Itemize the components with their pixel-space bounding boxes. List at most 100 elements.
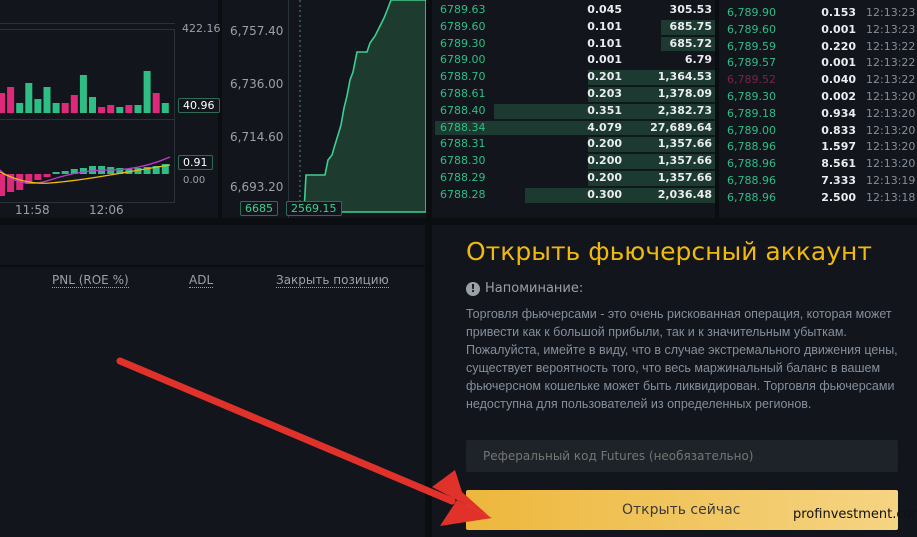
macd-bar (89, 166, 96, 174)
quantity: 4.079 (587, 120, 622, 134)
trade-price: 6,789.30 (727, 90, 776, 103)
trade-qty: 0.220 (821, 39, 856, 53)
macd-bar (52, 172, 60, 174)
trade-row: 6,789.18 0.934 12:13:20 (719, 106, 917, 123)
price: 6789.60 (440, 19, 486, 33)
orderbook-row[interactable]: 6789.00 0.001 6.79 (432, 52, 715, 69)
total: 1,364.53 (657, 70, 712, 84)
orderbook-row[interactable]: 6788.31 0.200 1,357.66 (432, 136, 715, 153)
depth-chart[interactable]: 6,757.40 6,736.00 6,714.60 6,693.20 6685… (222, 0, 426, 218)
open-now-button[interactable]: Открыть сейчас (466, 490, 898, 530)
trade-qty: 0.001 (821, 22, 856, 36)
quantity: 0.200 (587, 154, 622, 168)
risk-warning: Торговля фьючерсами - это очень рискован… (466, 307, 898, 411)
quantity: 0.203 (587, 87, 622, 100)
quantity: 0.201 (587, 70, 622, 84)
total: 305.53 (669, 3, 712, 16)
macd-bar (61, 171, 69, 174)
price: 6788.61 (440, 87, 486, 100)
price: 6789.30 (440, 36, 486, 50)
trade-price: 6,789.60 (727, 22, 776, 36)
orderbook-row[interactable]: 6789.63 0.045 305.53 (432, 2, 715, 19)
open-futures-account-panel: Открыть фьючерсный аккаунт ! Напоминание… (432, 225, 917, 537)
trade-price: 6,789.57 (727, 56, 776, 70)
macd-value-tag: 0.91 (178, 155, 213, 170)
volume-axis-label: 422.16 (182, 22, 221, 35)
time-label: 12:06 (89, 203, 124, 217)
price: 6789.00 (440, 53, 486, 67)
orderbook-row[interactable]: 6788.28 0.300 2,036.48 (432, 187, 715, 204)
info-icon: ! (466, 281, 480, 296)
dif-line (0, 156, 171, 184)
orderbook-row[interactable]: 6788.29 0.200 1,357.66 (432, 170, 715, 187)
dea-line (0, 164, 171, 184)
orderbook-row[interactable]: 6788.30 0.200 1,357.66 (432, 153, 715, 170)
volume-bar (116, 107, 124, 113)
orderbook-row[interactable]: 6789.60 0.101 685.75 (432, 19, 715, 36)
trade-time: 12:13:19 (866, 174, 916, 187)
quantity: 0.200 (587, 171, 622, 184)
orderbook-row[interactable]: 6789.30 0.101 685.72 (432, 36, 715, 53)
depth-bar (434, 120, 715, 136)
volume-bar (107, 105, 115, 113)
macd-bar (25, 174, 33, 184)
depth-bar (587, 70, 715, 85)
macd-bar (43, 174, 51, 177)
column-adl[interactable]: ADL (189, 273, 214, 288)
orderbook-row[interactable]: 6788.40 0.351 2,382.73 (432, 103, 715, 120)
column-pnl[interactable]: PNL (ROE %) (52, 273, 129, 288)
trade-time: 12:13:20 (866, 140, 916, 154)
total: 685.72 (669, 36, 712, 50)
volume-bar (25, 83, 33, 113)
volume-bar (16, 103, 24, 113)
macd-bar (70, 169, 78, 174)
depth-bar (661, 36, 715, 52)
price: 6789.63 (440, 3, 486, 16)
volume-bar (52, 103, 60, 113)
trade-row: 6,789.57 0.001 12:13:22 (719, 55, 917, 72)
trade-time: 12:13:23 (866, 6, 916, 19)
total: 1,357.66 (657, 171, 712, 184)
order-book: 6789.63 0.045 305.53 6789.60 0.101 685.75 6789… (432, 0, 715, 218)
depth-tick: 6,714.60 (230, 130, 284, 144)
trade-price: 6,789.18 (727, 106, 776, 120)
macd-bar (152, 166, 160, 174)
depth-bar (525, 187, 715, 203)
trade-time: 12:13:20 (866, 106, 916, 120)
volume-bar (43, 87, 51, 113)
trade-row: 6,788.96 1.597 12:13:20 (719, 139, 917, 156)
trade-time: 12:13:22 (866, 56, 916, 70)
total: 2,036.48 (657, 187, 712, 201)
orderbook-row[interactable]: 6788.34 4.079 27,689.64 (432, 120, 715, 137)
trade-price: 6,788.96 (727, 140, 776, 154)
kline-chart[interactable]: 422.16 40.96 0.91 0.00 11:58 12:06 (0, 0, 221, 218)
trade-row: 6,788.96 7.333 12:13:19 (719, 173, 917, 190)
trade-price: 6,788.96 (727, 190, 776, 204)
trade-price: 6,789.59 (727, 39, 776, 53)
volume-bar (134, 105, 142, 113)
volume-bar (61, 103, 69, 113)
total: 1,378.09 (657, 87, 712, 100)
depth-tick: 6,757.40 (230, 24, 284, 38)
total: 2,382.73 (657, 103, 712, 117)
price: 6788.29 (440, 171, 486, 184)
depth-tick: 6,736.00 (230, 77, 284, 91)
volume-bar (0, 93, 5, 113)
referral-code-input[interactable] (466, 440, 898, 472)
volume-bar (161, 103, 169, 113)
trade-row: 6,789.52 0.040 12:13:22 (719, 72, 917, 89)
depth-bar (661, 19, 715, 35)
trade-time: 12:13:22 (866, 39, 916, 53)
panel-title: Открыть фьючерсный аккаунт (466, 237, 872, 266)
orderbook-row[interactable]: 6788.70 0.201 1,364.53 (432, 69, 715, 86)
trade-time: 12:13:20 (866, 157, 916, 171)
trade-row: 6,789.30 0.002 12:13:20 (719, 89, 917, 106)
orderbook-row[interactable]: 6788.61 0.203 1,378.09 (432, 86, 715, 103)
price: 6788.30 (440, 154, 486, 168)
trade-time: 12:13:23 (866, 22, 916, 36)
trade-row: 6,789.00 0.833 12:13:20 (719, 123, 917, 140)
trade-qty: 0.934 (821, 106, 856, 120)
volume-bar (89, 97, 96, 113)
trade-row: 6,788.96 2.500 12:13:18 (719, 190, 917, 207)
column-close-position[interactable]: Закрыть позицию (276, 273, 389, 288)
